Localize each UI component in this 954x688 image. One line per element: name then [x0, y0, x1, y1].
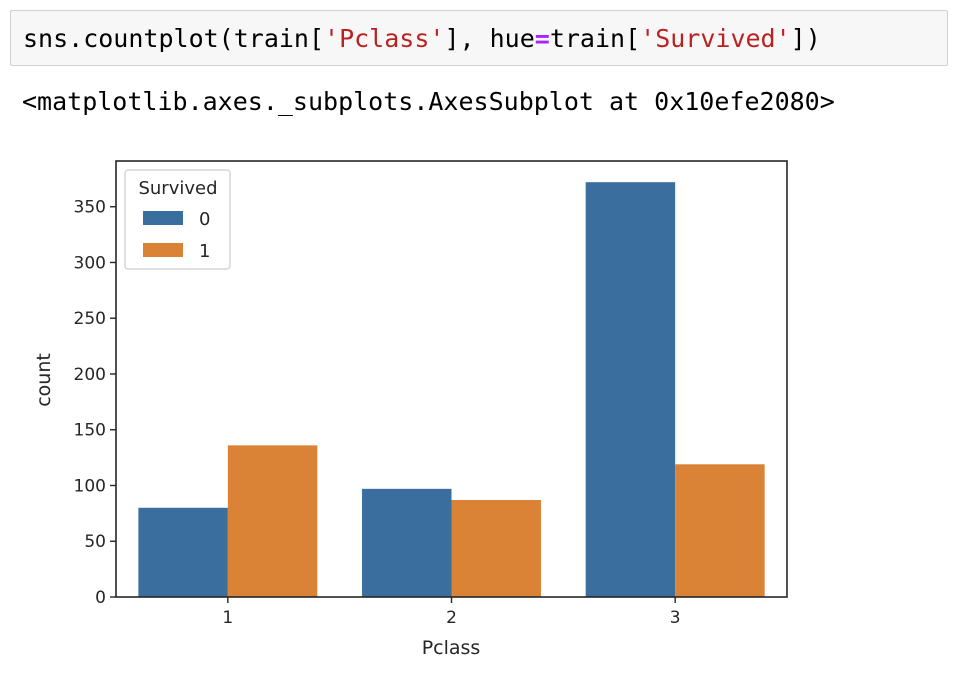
- bar-pclass-1-survived-1: [227, 445, 318, 597]
- code-cell[interactable]: sns.countplot(train['Pclass'], hue=train…: [10, 10, 948, 66]
- chart-svg: 0 50 100 150 200 250 300 350 1 2 3 Pclass count S…: [33, 160, 788, 659]
- countplot-chart: 0 50 100 150 200 250 300 350 1 2 3 Pclass count S…: [0, 140, 954, 684]
- bar-pclass-1-survived-0: [138, 507, 228, 597]
- legend: Survived 0 1: [124, 169, 231, 270]
- bar-pclass-3-survived-0: [585, 182, 676, 597]
- y-tick-label: 100: [74, 476, 106, 496]
- code-suffix: ]): [790, 24, 821, 53]
- legend-label-1: 1: [199, 241, 210, 262]
- code-input[interactable]: sns.countplot(train['Pclass'], hue=train…: [23, 23, 821, 55]
- bar-pclass-2-survived-0: [362, 488, 452, 597]
- code-middle: ], hue: [444, 24, 535, 53]
- x-axis: 1 2 3: [222, 597, 681, 628]
- y-axis: 0 50 100 150 200 250 300 350: [74, 198, 116, 608]
- y-tick-label: 350: [74, 198, 106, 218]
- legend-title: Survived: [138, 178, 217, 199]
- x-tick-label: 3: [670, 608, 681, 628]
- code-middle2: train[: [549, 24, 641, 53]
- bar-pclass-2-survived-1: [451, 499, 541, 597]
- y-tick-label: 0: [95, 588, 106, 608]
- code-operator: =: [534, 24, 550, 53]
- legend-swatch-1: [143, 243, 183, 257]
- x-tick-label: 1: [222, 608, 233, 628]
- cell-output-text: <matplotlib.axes._subplots.AxesSubplot a…: [22, 87, 835, 116]
- code-prefix: sns.countplot(train[: [23, 24, 325, 53]
- y-tick-label: 250: [74, 309, 106, 329]
- legend-label-0: 0: [199, 209, 210, 230]
- y-tick-label: 300: [74, 253, 106, 273]
- x-axis-label: Pclass: [422, 637, 481, 659]
- y-tick-label: 200: [74, 365, 106, 385]
- legend-swatch-0: [143, 211, 183, 225]
- y-tick-label: 50: [84, 532, 106, 552]
- code-arg-survived: 'Survived': [640, 24, 791, 53]
- y-tick-label: 150: [74, 421, 106, 441]
- x-tick-label: 2: [446, 608, 457, 628]
- y-axis-label: count: [33, 353, 55, 407]
- bar-pclass-3-survived-1: [675, 464, 765, 597]
- bars-layer: [138, 182, 765, 597]
- code-arg-pclass: 'Pclass': [324, 24, 445, 53]
